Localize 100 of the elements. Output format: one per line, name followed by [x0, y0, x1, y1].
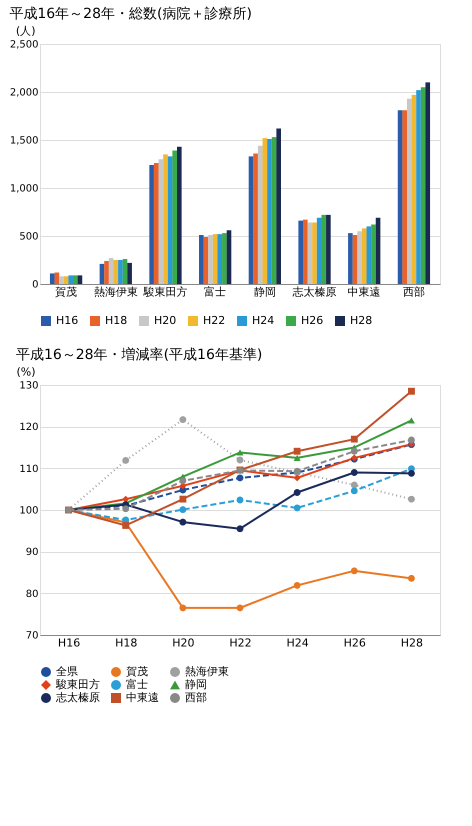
- bar: [168, 156, 172, 284]
- x-tick-label: H26: [344, 636, 366, 650]
- point: [294, 455, 300, 461]
- bar: [253, 153, 258, 284]
- legend-label: 熱海伊東: [185, 665, 229, 678]
- bar: [222, 233, 227, 284]
- bar: [312, 222, 317, 284]
- legend-label: 志太榛原: [56, 691, 100, 704]
- point: [408, 436, 415, 444]
- bar: [298, 220, 303, 284]
- bar: [59, 276, 64, 284]
- bar: [113, 260, 118, 284]
- x-tick-label: H18: [115, 636, 138, 650]
- bar: [352, 235, 358, 284]
- point: [294, 474, 300, 482]
- legend-label: H22: [203, 314, 226, 327]
- bar: [303, 220, 308, 284]
- bar: [326, 214, 331, 284]
- point: [122, 457, 130, 464]
- bar: [154, 163, 159, 284]
- bar: [425, 82, 430, 284]
- bar: [208, 235, 213, 284]
- bar: [104, 260, 109, 284]
- point: [350, 448, 358, 455]
- point: [408, 496, 415, 503]
- point: [350, 482, 358, 488]
- x-tick-label: H20: [172, 636, 194, 650]
- legend-label: H28: [350, 314, 372, 327]
- bar: [357, 231, 362, 284]
- y-tick-label: 120: [19, 422, 38, 434]
- bar: [73, 275, 78, 284]
- point: [408, 388, 415, 395]
- legend-label: 静岡: [185, 678, 207, 691]
- point: [294, 504, 300, 512]
- point: [236, 525, 244, 532]
- y-tick-label: 500: [19, 232, 38, 242]
- point: [350, 567, 358, 574]
- y-axis-title: (人): [16, 24, 36, 38]
- y-tick-label: 2,500: [10, 40, 38, 50]
- x-tick-label: 志太榛原: [292, 286, 337, 298]
- point: [236, 450, 244, 456]
- y-tick-label: 1,500: [10, 136, 38, 146]
- bar: [54, 272, 60, 284]
- bar: [267, 139, 272, 284]
- x-tick-label: 駿東田方: [142, 286, 188, 298]
- bar: [362, 228, 367, 284]
- bar: [308, 222, 312, 284]
- y-tick-label: 100: [19, 506, 38, 516]
- point: [180, 416, 186, 423]
- point: [180, 477, 186, 484]
- x-tick-label: H28: [400, 636, 424, 650]
- bar: [262, 138, 268, 284]
- legend-label: H16: [56, 314, 78, 327]
- bar: [118, 260, 123, 284]
- point: [180, 518, 186, 526]
- bar: [316, 218, 322, 284]
- bar: [272, 137, 276, 284]
- bar: [78, 275, 82, 284]
- y-tick-label: 90: [26, 547, 38, 558]
- point: [180, 496, 186, 503]
- legend-label: 賀茂: [126, 665, 148, 678]
- point: [236, 496, 244, 504]
- y-tick-label: 80: [26, 588, 38, 600]
- legend-label: H18: [105, 314, 128, 327]
- x-tick-label: 熱海伊東: [94, 286, 138, 298]
- legend-label: H24: [252, 314, 274, 327]
- y-tick-label: 70: [26, 630, 38, 642]
- bar: [416, 90, 421, 284]
- point: [294, 582, 300, 589]
- point: [408, 470, 415, 477]
- bar: [371, 224, 376, 284]
- point: [350, 469, 358, 476]
- point: [180, 604, 186, 612]
- bar: [127, 262, 132, 284]
- point: [294, 489, 300, 496]
- bar: [258, 146, 263, 284]
- point: [408, 418, 415, 424]
- x-tick-label: 西部: [402, 286, 425, 298]
- x-tick-label: 中東遠: [348, 286, 381, 298]
- chart-title: 平成16～28年・増減率(平成16年基準): [16, 346, 262, 363]
- bar: [402, 110, 407, 284]
- bar: [366, 226, 372, 284]
- bar: [406, 98, 412, 284]
- y-tick-label: 130: [19, 380, 38, 392]
- legend-label: 全県: [56, 665, 78, 678]
- bar: [420, 87, 426, 284]
- point: [122, 522, 130, 529]
- point: [294, 448, 300, 455]
- bar: [398, 110, 402, 284]
- y-tick-label: 0: [32, 280, 38, 290]
- point: [236, 604, 244, 612]
- point: [180, 506, 186, 513]
- bar: [376, 218, 380, 284]
- legend-label: 西部: [185, 691, 207, 704]
- y-tick-label: 110: [19, 464, 38, 475]
- bar: [149, 164, 154, 284]
- legend-label: 駿東田方: [55, 678, 100, 691]
- x-tick-label: H16: [58, 636, 80, 650]
- bar: [321, 214, 326, 284]
- bar: [177, 146, 182, 284]
